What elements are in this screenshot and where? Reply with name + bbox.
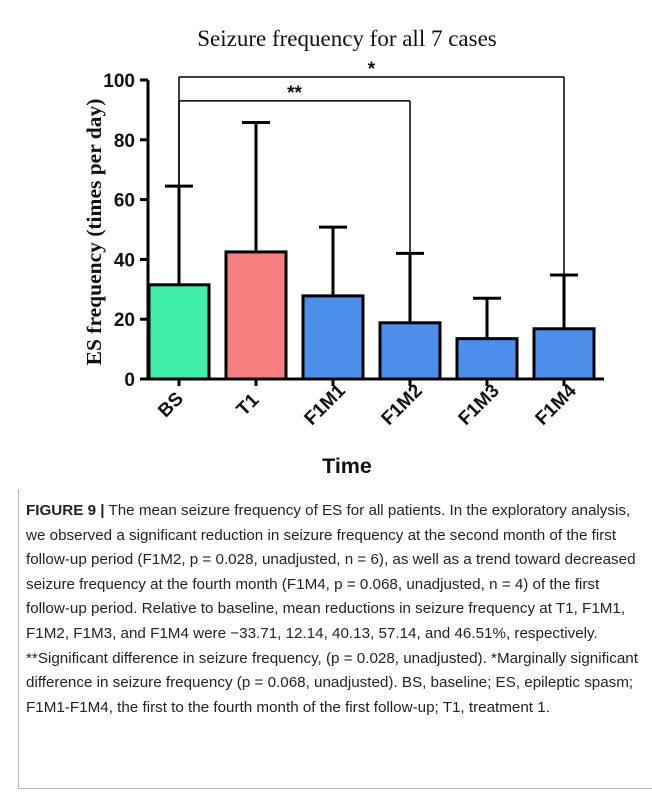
bar-f1m3 <box>455 337 519 381</box>
figure-caption: FIGURE 9 | The mean seizure frequency of… <box>18 489 652 789</box>
significance-1-label: ** <box>287 83 302 104</box>
y-tick-label: 0 <box>124 370 135 391</box>
bar-f1m2 <box>378 321 442 381</box>
x-axis-label: Time <box>322 454 372 478</box>
caption-body: The mean seizure frequency of ES for all… <box>26 502 638 716</box>
bar-bs <box>147 283 211 381</box>
y-tick-label: 80 <box>114 131 135 152</box>
y-tick-label: 60 <box>114 191 135 212</box>
caption-label: FIGURE 9 | <box>26 502 105 519</box>
seizure-frequency-chart: Seizure frequency for all 7 cases ES freq… <box>82 26 604 478</box>
x-tick-label: BS <box>154 388 188 422</box>
x-tick-label: F1M4 <box>532 380 581 429</box>
chart-title: Seizure frequency for all 7 cases <box>197 26 497 51</box>
bar-f1m4 <box>532 327 596 381</box>
figure-panel: Seizure frequency for all 7 cases ES freq… <box>82 26 604 478</box>
y-axis-label: ES frequency (times per day) <box>82 99 106 366</box>
y-tick-label: 40 <box>114 250 135 271</box>
x-tick-label: T1 <box>233 390 264 421</box>
y-tick-label: 20 <box>114 310 135 331</box>
x-tick-label: F1M1 <box>301 380 350 429</box>
bar-t1 <box>224 250 288 381</box>
caption-text: FIGURE 9 | The mean seizure frequency of… <box>26 499 646 720</box>
x-tick-label: F1M3 <box>455 381 504 430</box>
x-tick-label: F1M2 <box>378 381 427 430</box>
significance-2-label: * <box>368 59 376 80</box>
bar-f1m1 <box>301 294 365 381</box>
y-tick-label: 100 <box>103 71 135 92</box>
